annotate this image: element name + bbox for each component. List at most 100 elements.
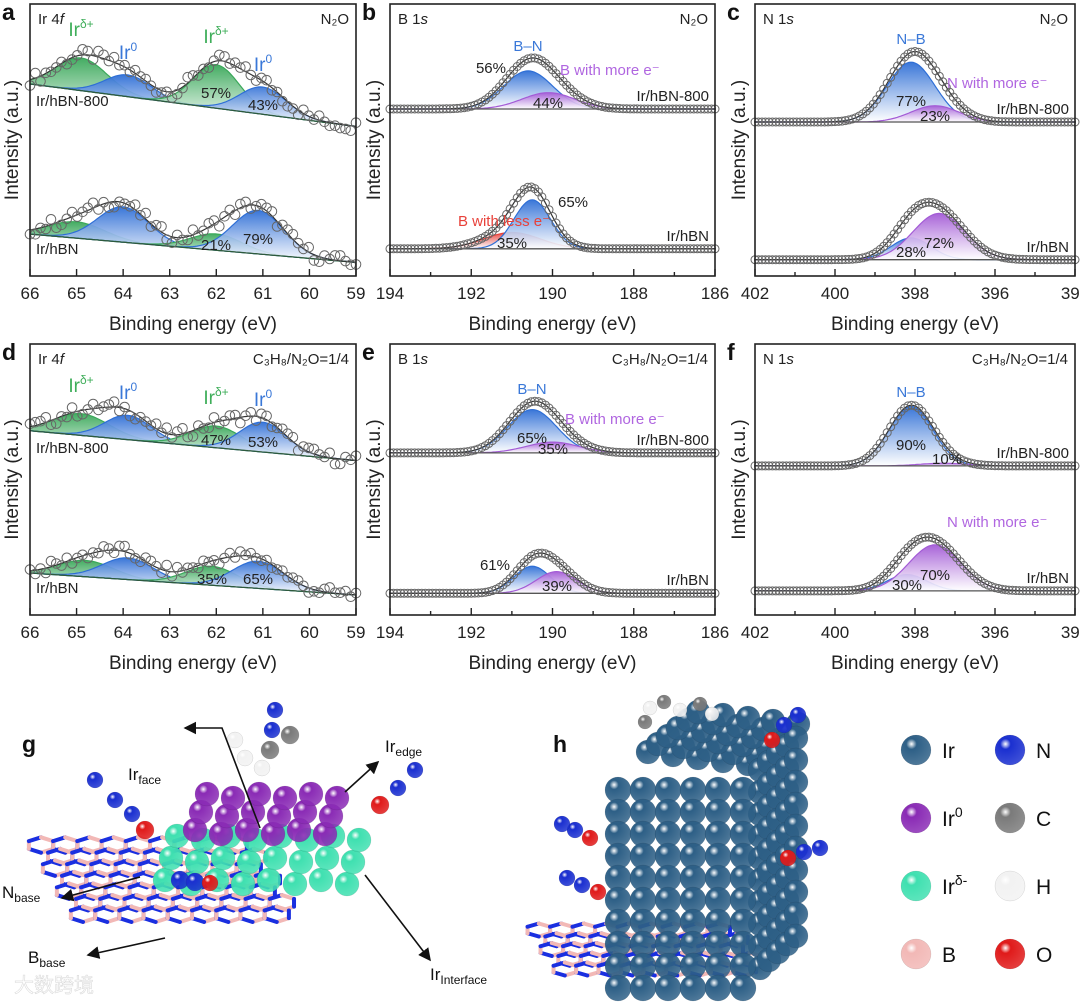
data-point — [1063, 461, 1073, 471]
data-point — [840, 460, 850, 470]
data-point — [135, 210, 146, 221]
data-point — [601, 587, 610, 597]
annotation-arrow — [183, 721, 261, 829]
data-point — [774, 117, 784, 127]
data-point — [171, 426, 183, 437]
data-point — [129, 413, 141, 425]
data-point — [615, 588, 625, 598]
peak-label-base: N with more e⁻ — [947, 75, 1047, 92]
x-tick-label: 400 — [821, 284, 849, 303]
data-point — [406, 588, 416, 598]
fit-component — [755, 406, 1075, 466]
data-point — [119, 59, 130, 71]
data-point — [764, 586, 774, 596]
data-point — [643, 244, 653, 254]
data-point — [778, 117, 788, 127]
data-point — [438, 588, 448, 598]
data-point — [229, 552, 241, 563]
data-point — [671, 448, 681, 458]
data-point — [1011, 117, 1021, 127]
data-point — [661, 244, 670, 254]
data-point — [82, 552, 94, 564]
plot-frame — [29, 3, 357, 277]
data-point — [145, 80, 157, 91]
data-point — [410, 448, 420, 458]
n-atom — [573, 876, 591, 894]
data-point — [778, 586, 788, 596]
data-point — [632, 104, 642, 114]
data-point — [51, 222, 62, 233]
data-point — [129, 199, 141, 210]
data-point — [795, 461, 805, 471]
peak-label-base: B–N — [517, 381, 546, 398]
data-point — [671, 244, 681, 254]
peak-label: N–B — [896, 31, 925, 48]
data-point — [459, 588, 469, 598]
envelope — [390, 186, 715, 250]
xps-panel-f: Ir/hBN-800 90% N–B 10% Ir/hBN 30%70% N with mo… — [727, 339, 1080, 674]
legend-label: O — [1036, 944, 1052, 967]
core-level-orbital: s — [786, 11, 794, 28]
data-point — [976, 114, 986, 124]
data-point — [682, 448, 692, 458]
data-point — [1060, 461, 1070, 471]
data-point — [435, 243, 444, 253]
data-point — [208, 55, 220, 67]
data-point — [844, 585, 854, 595]
legend-swatch — [900, 802, 932, 834]
data-point — [692, 244, 702, 254]
data-point — [161, 559, 172, 571]
x-tick-label: 394 — [1061, 284, 1080, 303]
legend-label: C — [1036, 808, 1051, 831]
x-tick-label: 186 — [701, 284, 729, 303]
data-point — [601, 244, 610, 254]
ir-atom — [735, 705, 761, 731]
y-axis-label: Intensity (a.u.) — [364, 419, 385, 539]
data-point — [799, 117, 809, 127]
data-point — [161, 422, 172, 433]
data-point — [682, 588, 692, 598]
data-point — [329, 458, 341, 470]
data-point — [608, 103, 618, 113]
ir-atom — [783, 769, 809, 795]
data-point — [1042, 461, 1052, 471]
data-point — [615, 447, 625, 457]
peak-label: Ir0 — [254, 52, 273, 76]
data-point — [980, 460, 990, 470]
data-point — [427, 104, 437, 114]
data-point — [1011, 586, 1021, 595]
ir-delta-atom — [288, 849, 314, 875]
peak-label-base: Ir — [254, 55, 266, 76]
data-point — [420, 448, 430, 458]
data-point — [604, 588, 614, 597]
data-point — [823, 117, 833, 127]
data-point — [150, 418, 162, 429]
data-point — [994, 251, 1003, 261]
envelope — [390, 400, 715, 454]
data-point — [622, 448, 632, 458]
legend-symbol: N — [1036, 740, 1051, 763]
data-point — [696, 588, 706, 598]
peak-label-base: Ir — [119, 383, 131, 404]
data-point — [1018, 254, 1028, 264]
x-tick-label: 186 — [701, 623, 729, 642]
data-point — [837, 461, 847, 470]
data-point — [1049, 586, 1059, 596]
data-point — [795, 586, 805, 596]
sample-top: Ir/hBN-800 90% N–B 10% — [750, 384, 1080, 471]
ir-delta-atom — [308, 867, 334, 893]
data-point — [1039, 461, 1049, 471]
data-point — [990, 116, 1000, 126]
data-point — [1028, 117, 1038, 127]
data-point — [767, 117, 777, 127]
sample-top: Ir/hBN-800 65% B–N 35% B with more e⁻ — [385, 381, 720, 458]
data-point — [334, 458, 346, 470]
data-point — [1000, 253, 1010, 263]
ir-delta-atom — [230, 871, 256, 897]
core-level-orbital: f — [60, 351, 66, 368]
data-point — [840, 586, 850, 596]
data-point — [907, 47, 916, 57]
data-point — [1011, 254, 1021, 264]
data-point — [324, 582, 336, 593]
